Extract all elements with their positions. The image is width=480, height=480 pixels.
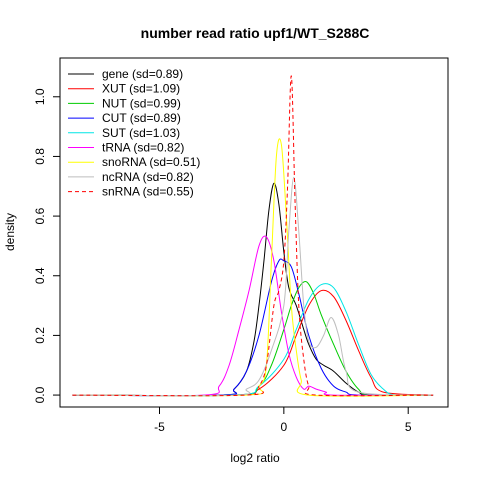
- x-axis-label: log2 ratio: [230, 451, 280, 465]
- series-line-2: [72, 281, 434, 397]
- series-line-5: [72, 235, 434, 397]
- y-tick-label: 1.0: [33, 88, 47, 105]
- series-line-0: [72, 182, 434, 397]
- legend-item: NUT (sd=0.99): [68, 96, 181, 110]
- y-tick-label: 0.2: [33, 327, 47, 344]
- series-line-7: [72, 176, 434, 397]
- legend-item: snoRNA (sd=0.51): [68, 155, 200, 169]
- series-line-3: [72, 258, 434, 397]
- legend-label: snoRNA (sd=0.51): [102, 155, 200, 169]
- legend-label: NUT (sd=0.99): [102, 96, 181, 110]
- legend-label: SUT (sd=1.03): [102, 126, 180, 140]
- series-line-1: [72, 289, 434, 397]
- legend-label: tRNA (sd=0.82): [102, 141, 184, 155]
- x-tick-label: 5: [405, 420, 412, 434]
- legend-item: XUT (sd=1.09): [68, 82, 180, 96]
- legend-item: SUT (sd=1.03): [68, 126, 180, 140]
- x-tick-label: 0: [281, 420, 288, 434]
- y-axis: 0.0 0.2 0.4 0.6 0.8 1.0: [33, 88, 60, 403]
- legend-label: ncRNA (sd=0.82): [102, 170, 194, 184]
- y-tick-label: 0.4: [33, 267, 47, 284]
- plot-area: -5 0 5 0.0 0.2 0.4 0.6 0.8 1.0: [33, 57, 449, 434]
- series-lines: [72, 75, 434, 397]
- series-line-4: [72, 283, 434, 397]
- legend-label: snRNA (sd=0.55): [102, 185, 194, 199]
- legend-label: XUT (sd=1.09): [102, 82, 180, 96]
- legend-label: gene (sd=0.89): [102, 67, 183, 81]
- legend: gene (sd=0.89)XUT (sd=1.09)NUT (sd=0.99)…: [68, 67, 200, 199]
- series-line-8: [72, 75, 434, 397]
- legend-item: snRNA (sd=0.55): [68, 185, 194, 199]
- chart-title: number read ratio upf1/WT_S288C: [141, 25, 370, 41]
- y-tick-label: 0.6: [33, 207, 47, 224]
- legend-item: tRNA (sd=0.82): [68, 141, 184, 155]
- x-tick-label: -5: [154, 420, 165, 434]
- x-axis: -5 0 5: [154, 406, 412, 434]
- y-tick-label: 0.0: [33, 386, 47, 403]
- legend-item: ncRNA (sd=0.82): [68, 170, 194, 184]
- legend-item: CUT (sd=0.89): [68, 111, 181, 125]
- y-tick-label: 0.8: [33, 148, 47, 165]
- y-axis-label: density: [3, 213, 17, 251]
- legend-item: gene (sd=0.89): [68, 67, 183, 81]
- legend-label: CUT (sd=0.89): [102, 111, 181, 125]
